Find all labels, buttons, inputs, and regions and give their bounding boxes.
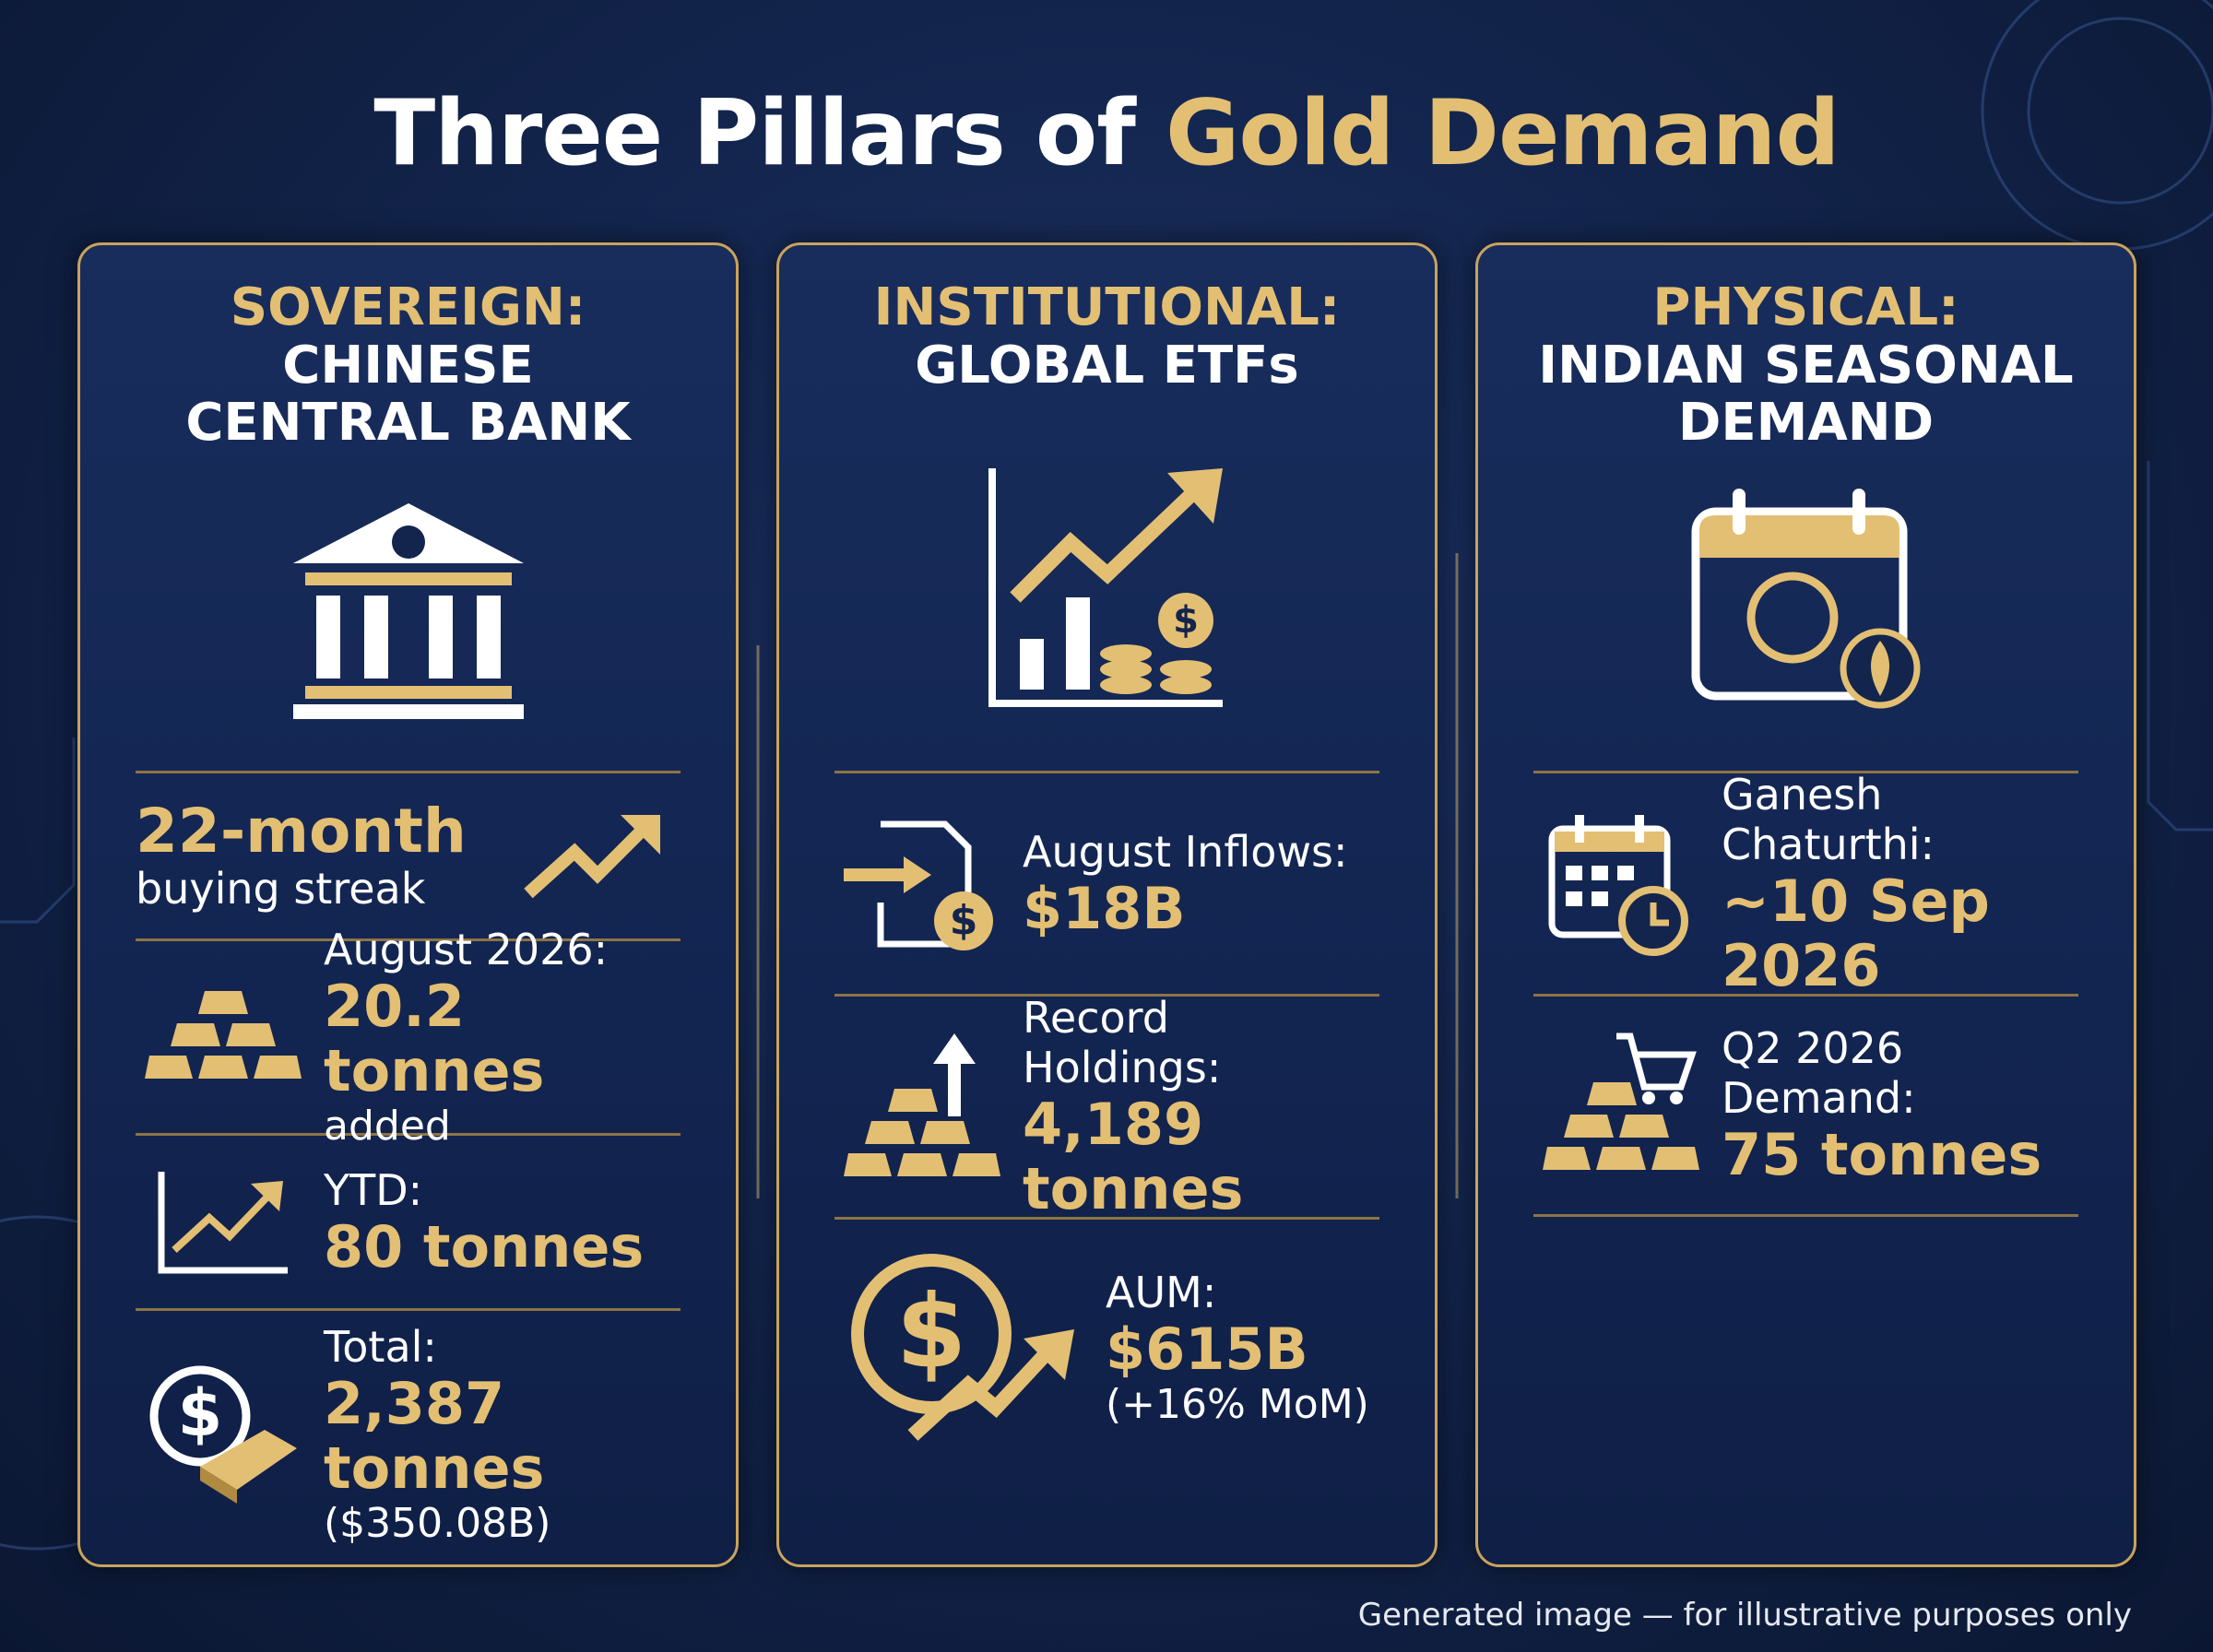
footer-note: Generated image — for illustrative purpo… bbox=[1357, 1597, 2132, 1634]
stat-value: $615B bbox=[1106, 1315, 1308, 1383]
etf-chart-icon: $ bbox=[988, 468, 1223, 707]
stat-row: YTD: 80 tonnes bbox=[136, 1133, 680, 1308]
stat-value: 75 tonnes bbox=[1722, 1121, 2042, 1188]
stat-label: Q2 2026 Demand: bbox=[1722, 1023, 1916, 1123]
dollar-gold-icon: $ bbox=[149, 1365, 297, 1504]
stat-value: ~10 Sep 2026 bbox=[1722, 867, 1990, 999]
pillar-subject: INDIAN SEASONAL bbox=[1538, 336, 2074, 395]
pillar-subject: DEMAND bbox=[1677, 393, 1935, 453]
stat-note: ($350.08B) bbox=[324, 1499, 551, 1547]
stat-row: Ganesh Chaturthi: ~10 Sep 2026 bbox=[1533, 769, 2078, 997]
stat-row: $ AUM: $615B (+16% MoM) bbox=[834, 1217, 1379, 1475]
pillar-panel: PHYSICAL: INDIAN SEASONAL DEMAND Ganesh … bbox=[1475, 242, 2136, 1567]
svg-text:$: $ bbox=[896, 1272, 967, 1390]
calendar-icon bbox=[1691, 489, 1920, 709]
gold-bars-icon bbox=[145, 991, 302, 1079]
bank-icon bbox=[292, 503, 524, 719]
holdings-icon bbox=[844, 1032, 1000, 1176]
svg-text:$: $ bbox=[178, 1375, 223, 1451]
stat-note: added bbox=[324, 1103, 451, 1150]
pillar-subject: CENTRAL BANK bbox=[185, 393, 631, 453]
svg-text:$: $ bbox=[1173, 599, 1199, 642]
stat-label: Record Holdings: bbox=[1023, 992, 1222, 1092]
stat-row: Record Holdings: 4,189 tonnes bbox=[834, 992, 1379, 1221]
pillar-panel: SOVEREIGN: CHINESE CENTRAL BANK 22-month… bbox=[77, 242, 739, 1567]
stat-row: 22-month buying streak bbox=[136, 771, 680, 938]
calendar-clock-icon bbox=[1548, 814, 1688, 956]
stat-label: Ganesh Chaturthi: bbox=[1722, 769, 1935, 869]
stat-label: AUM: bbox=[1106, 1267, 1217, 1317]
stat-value: 20.2 tonnes bbox=[324, 973, 545, 1104]
stat-label: YTD: bbox=[324, 1164, 423, 1215]
aum-icon: $ bbox=[851, 1253, 1074, 1441]
stat-note: (+16% MoM) bbox=[1106, 1380, 1369, 1428]
stat-label: August 2026: bbox=[324, 925, 609, 974]
stat-value: 4,189 tonnes bbox=[1023, 1090, 1244, 1222]
stat-value: 22-month bbox=[136, 795, 467, 867]
stat-row: $ Total: 2,387 tonnes ($350.08B) bbox=[136, 1308, 680, 1557]
title: Three Pillars of Gold Demand bbox=[0, 81, 2213, 186]
pillar-category: PHYSICAL: bbox=[1652, 277, 1959, 337]
stat-row: $ August Inflows: $18B bbox=[834, 771, 1379, 994]
svg-text:$: $ bbox=[950, 897, 978, 944]
pillar-subject: GLOBAL ETFs bbox=[915, 336, 1299, 395]
trend-icon bbox=[524, 814, 660, 898]
pillar-category: INSTITUTIONAL: bbox=[873, 277, 1341, 337]
inflow-icon: $ bbox=[844, 820, 993, 950]
pillar-category: SOVEREIGN: bbox=[230, 277, 586, 337]
title-highlight: Gold Demand bbox=[1165, 81, 1840, 186]
stat-label: Total: bbox=[324, 1321, 437, 1372]
stat-value: 80 tonnes bbox=[324, 1212, 645, 1280]
pillar-panel: INSTITUTIONAL: GLOBAL ETFs $ $ August In… bbox=[776, 242, 1438, 1567]
stat-row: August 2026: 20.2 tonnes added bbox=[136, 925, 680, 1150]
stat-label: August Inflows: bbox=[1023, 826, 1348, 877]
chart-icon bbox=[158, 1171, 288, 1273]
stat-value: $18B bbox=[1023, 874, 1186, 942]
pillar-subject: CHINESE bbox=[282, 336, 534, 395]
title-prefix: Three Pillars of bbox=[373, 81, 1166, 186]
stat-note: buying streak bbox=[136, 863, 426, 914]
stat-row: Q2 2026 Demand: 75 tonnes bbox=[1533, 994, 2078, 1217]
cart-gold-icon bbox=[1543, 1032, 1699, 1170]
stat-value: 2,387 tonnes bbox=[324, 1369, 545, 1502]
